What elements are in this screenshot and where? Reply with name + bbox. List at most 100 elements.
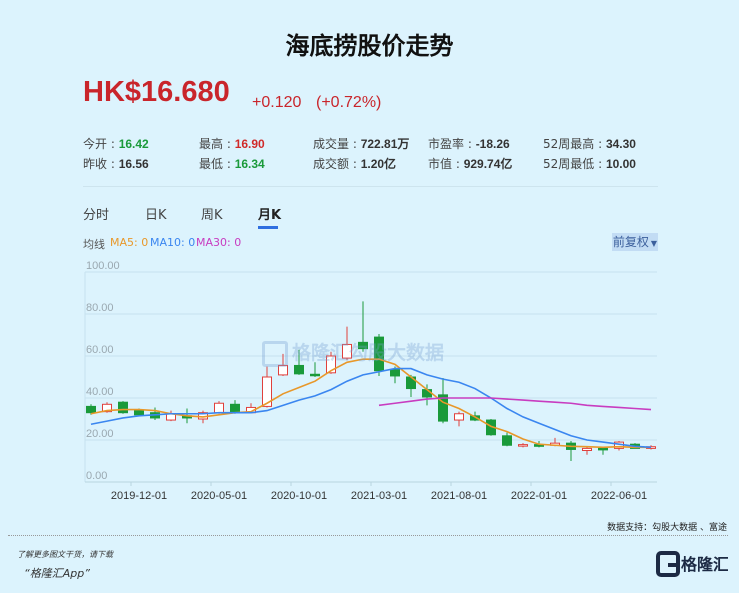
stat-value: 16.90 [234, 137, 265, 151]
y-tick-label: 40.00 [86, 386, 114, 398]
stat-item: 52周最低 : 10.00 [543, 155, 636, 172]
candle [214, 401, 224, 414]
y-tick-label: 80.00 [86, 302, 114, 314]
candle-body [86, 405, 96, 414]
y-tick-label: 20.00 [86, 428, 114, 440]
stat-value: 16.56 [118, 157, 149, 171]
ma5-legend: MA5: 0 [110, 236, 149, 249]
candle-body [582, 447, 592, 451]
candle-body [134, 410, 144, 416]
candle-body [518, 444, 528, 447]
candle [374, 333, 384, 376]
stat-label: 52周最低 : [543, 157, 606, 171]
price-change-percent: (+0.72%) [316, 94, 382, 111]
candle [342, 326, 352, 361]
candle-body [374, 336, 384, 372]
candle-body [294, 364, 304, 375]
x-tick-label: 2020-10-01 [271, 490, 327, 502]
candle-body [438, 394, 448, 422]
candle [406, 374, 416, 397]
candle [582, 446, 592, 455]
candle-body [310, 373, 320, 377]
candle [518, 443, 528, 448]
candle-body [470, 415, 480, 421]
page-title: 海底捞股价走势 [285, 32, 454, 60]
x-tick-label: 2021-08-01 [431, 490, 487, 502]
candle-body [262, 376, 272, 407]
watermark-logo-icon [262, 340, 288, 367]
candle-body [422, 389, 432, 398]
tab-daily-k[interactable]: 日K [145, 208, 167, 223]
candle-body [502, 435, 512, 446]
stat-value: 929.74亿 [463, 157, 513, 171]
promo-text: 了解更多图文干货，请下载 [17, 550, 113, 559]
promo-app-name: “格隆汇App” [24, 567, 90, 580]
svg-text:格隆汇: 格隆汇 [681, 555, 728, 574]
ma10-line [90, 367, 652, 449]
brand-logo: 格隆汇 [656, 550, 729, 583]
stat-value: 10.00 [605, 157, 636, 171]
stat-value: -18.26 [475, 137, 510, 151]
divider [83, 186, 658, 187]
stat-value: 16.34 [234, 157, 265, 171]
candle [310, 362, 320, 377]
stat-label: 市盈率 : [428, 137, 476, 151]
candle [118, 401, 128, 414]
stat-item: 市盈率 : -18.26 [428, 135, 510, 152]
candle-body [230, 403, 240, 413]
ma30-line [378, 397, 652, 411]
x-tick-label: 2020-05-01 [191, 490, 247, 502]
candle [566, 441, 576, 461]
y-tick-label: 100.00 [86, 260, 120, 272]
ma10-legend: MA10: 0 [150, 236, 196, 249]
x-tick-label: 2022-01-01 [511, 490, 567, 502]
stat-item: 成交量 : 722.81万 [313, 135, 409, 152]
y-tick-label: 0.00 [86, 470, 107, 482]
candle [230, 400, 240, 414]
stat-item: 最低 : 16.34 [199, 155, 265, 172]
candle [294, 349, 304, 375]
price-adjust-dropdown[interactable]: 前复权 ▼ [612, 233, 658, 251]
candle-body [326, 355, 336, 374]
stat-item: 最高 : 16.90 [199, 135, 265, 152]
tab-monthly-k[interactable]: 月K [258, 208, 282, 223]
tab-intraday[interactable]: 分时 [83, 208, 110, 223]
data-source: 数据支持：勾股大数据 、富途 [607, 523, 727, 533]
ma30-legend: MA30: 0 [196, 236, 242, 249]
stat-value: 16.42 [118, 137, 149, 151]
x-tick-label: 2021-03-01 [351, 490, 407, 502]
candle [262, 366, 272, 408]
candle [166, 410, 176, 422]
stat-value: 722.81万 [360, 137, 410, 151]
y-tick-label: 60.00 [86, 344, 114, 356]
dotted-divider [8, 535, 728, 536]
candle-body [214, 402, 224, 414]
candle [438, 378, 448, 424]
watermark: 格隆汇勾股大数据 [262, 338, 444, 367]
stat-label: 最高 : [199, 137, 235, 151]
x-tick-label: 2019-12-01 [111, 490, 167, 502]
candle [150, 407, 160, 421]
adjust-label: 前复权 [612, 235, 649, 249]
caret-down-icon: ▼ [650, 239, 658, 248]
stat-value: 34.30 [605, 137, 636, 151]
stat-label: 52周最高 : [543, 137, 606, 151]
candle-body [102, 403, 112, 413]
stat-value: 1.20亿 [360, 157, 397, 171]
candle [454, 411, 464, 427]
stat-item: 今开 : 16.42 [83, 135, 149, 152]
candle-body [278, 364, 288, 376]
stat-label: 成交额 : [313, 157, 361, 171]
candle [598, 447, 608, 455]
stat-label: 最低 : [199, 157, 235, 171]
candle [278, 353, 288, 376]
x-tick-label: 2022-06-01 [591, 490, 647, 502]
stat-item: 52周最高 : 34.30 [543, 135, 636, 152]
stat-label: 今开 : [83, 137, 119, 151]
current-price: HK$16.680 [83, 76, 230, 108]
tab-weekly-k[interactable]: 周K [201, 208, 223, 223]
ma5-line [90, 358, 651, 449]
candle-body [358, 341, 368, 350]
candle-body [390, 369, 400, 377]
